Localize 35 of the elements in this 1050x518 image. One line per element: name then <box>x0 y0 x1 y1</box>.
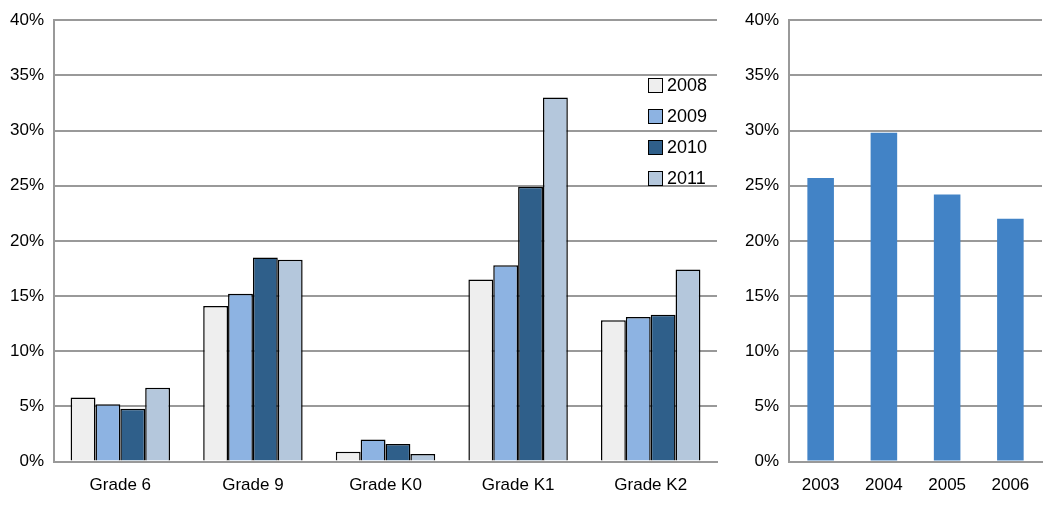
x-tick-label: Grade 9 <box>222 475 284 495</box>
y-tick-label: 0% <box>754 451 780 471</box>
bar <box>807 178 834 461</box>
y-tick-label: 35% <box>9 65 45 85</box>
y-tick-label: 20% <box>744 230 780 250</box>
y-tick-label: 5% <box>754 396 780 416</box>
x-tick-label: 2006 <box>991 475 1030 495</box>
y-tick-label: 15% <box>744 285 780 305</box>
x-tick-label: Grade K1 <box>481 475 555 495</box>
y-tick-label: 5% <box>19 396 45 416</box>
y-tick-label: 40% <box>744 9 780 29</box>
bar <box>933 194 961 461</box>
legend-label: 2011 <box>666 168 706 189</box>
x-tick-label: Grade K0 <box>349 475 422 495</box>
x-tick-label: 2004 <box>864 475 903 495</box>
bar <box>997 218 1024 461</box>
y-tick-label: 35% <box>744 65 780 85</box>
y-tick-label: 30% <box>744 120 780 140</box>
bar <box>870 132 898 461</box>
legend-label: 2010 <box>666 137 707 158</box>
y-tick-label: 30% <box>9 120 45 140</box>
y-tick-label: 10% <box>744 340 780 360</box>
x-tick-label: Grade K2 <box>614 475 688 495</box>
x-tick-label: 2003 <box>801 475 840 495</box>
y-tick-label: 10% <box>9 340 45 360</box>
legend-label: 2009 <box>666 106 707 127</box>
x-tick-label: 2005 <box>928 475 967 495</box>
y-tick-label: 25% <box>9 175 45 195</box>
legend-label: 2008 <box>666 75 707 96</box>
y-tick-label: 25% <box>744 175 780 195</box>
y-tick-label: 20% <box>9 230 45 250</box>
y-tick-label: 40% <box>9 9 45 29</box>
x-tick-label: Grade 6 <box>89 475 152 495</box>
y-tick-label: 0% <box>19 451 45 471</box>
y-tick-label: 15% <box>9 285 45 305</box>
